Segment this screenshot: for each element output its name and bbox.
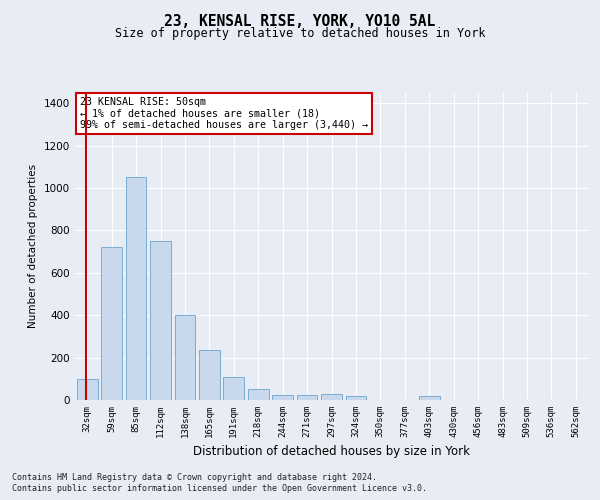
Bar (321, 394, 342, 400)
Bar (272, 394, 293, 400)
Bar (419, 396, 440, 400)
Text: Contains HM Land Registry data © Crown copyright and database right 2024.: Contains HM Land Registry data © Crown c… (12, 472, 377, 482)
Bar (248, 390, 269, 400)
Text: Size of property relative to detached houses in York: Size of property relative to detached ho… (115, 28, 485, 40)
Bar (77, 379, 98, 400)
Bar (346, 396, 367, 400)
Bar (150, 241, 171, 400)
Y-axis label: Number of detached properties: Number of detached properties (28, 164, 38, 328)
Bar (101, 248, 122, 400)
Text: 23 KENSAL RISE: 50sqm
← 1% of detached houses are smaller (18)
99% of semi-detac: 23 KENSAL RISE: 50sqm ← 1% of detached h… (80, 97, 368, 130)
Text: Contains public sector information licensed under the Open Government Licence v3: Contains public sector information licen… (12, 484, 427, 493)
Bar (223, 376, 244, 400)
X-axis label: Distribution of detached houses by size in York: Distribution of detached houses by size … (193, 446, 470, 458)
Bar (296, 394, 317, 400)
Text: 23, KENSAL RISE, YORK, YO10 5AL: 23, KENSAL RISE, YORK, YO10 5AL (164, 14, 436, 29)
Bar (125, 178, 146, 400)
Bar (199, 350, 220, 400)
Bar (175, 315, 196, 400)
